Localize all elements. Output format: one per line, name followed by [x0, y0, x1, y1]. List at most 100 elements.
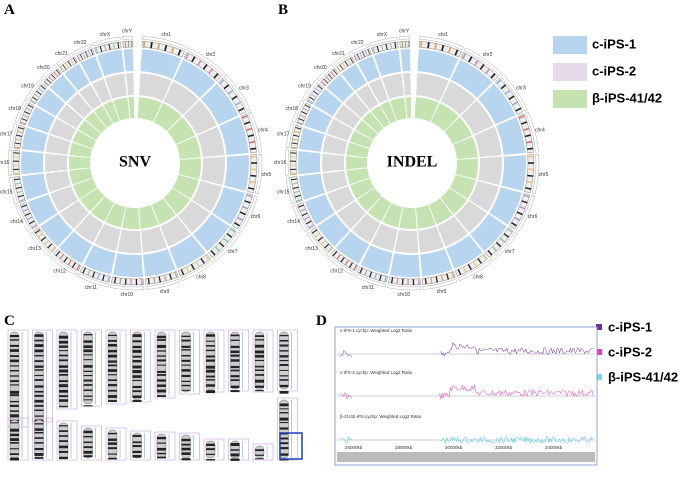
band — [62, 64, 67, 70]
chromosome-frame — [105, 329, 127, 405]
band — [290, 160, 297, 162]
band — [157, 370, 166, 373]
ring-segment — [224, 155, 250, 191]
band — [305, 220, 312, 225]
band — [83, 359, 93, 361]
chromosome-frame — [105, 427, 127, 461]
ring-segment — [440, 188, 467, 215]
ideogram — [43, 68, 62, 87]
band — [197, 59, 202, 66]
band — [53, 71, 59, 77]
legend-label: c-iPS-2 — [608, 344, 652, 359]
chromosome-label: chrY — [399, 29, 410, 35]
band — [206, 340, 215, 342]
legend: c-iPS-1 c-iPS-2 β-iPS-41/42 — [553, 36, 662, 108]
band — [10, 334, 19, 338]
band — [246, 194, 253, 198]
band — [523, 127, 530, 131]
ring-segment — [322, 135, 348, 155]
band — [34, 404, 44, 407]
band — [19, 121, 26, 125]
band — [304, 104, 311, 109]
band — [394, 42, 397, 49]
band — [507, 228, 513, 233]
ring-segment — [346, 142, 370, 158]
band — [10, 380, 19, 383]
band — [174, 271, 178, 278]
band — [181, 345, 191, 348]
ring-segment — [27, 106, 55, 133]
band — [31, 224, 38, 229]
band — [206, 365, 215, 369]
ring-segment — [317, 214, 350, 247]
band — [34, 229, 41, 234]
band — [435, 276, 439, 283]
band — [55, 250, 61, 257]
band — [181, 452, 191, 455]
ideogram — [76, 48, 95, 62]
band — [250, 155, 257, 158]
chromosome-label: chr22 — [74, 40, 87, 46]
band — [477, 258, 482, 264]
ring-segment — [145, 278, 181, 290]
ring-segment — [390, 97, 407, 121]
band — [16, 134, 23, 137]
band — [83, 395, 93, 397]
band — [255, 449, 264, 452]
band — [34, 349, 44, 353]
ring-segment — [69, 156, 91, 170]
legend-swatch — [553, 90, 587, 108]
band — [364, 50, 368, 57]
ring-segment — [91, 196, 115, 222]
band — [59, 369, 68, 373]
ring-segment — [94, 105, 113, 128]
band — [34, 399, 44, 403]
ring-segment — [457, 260, 491, 282]
band — [10, 359, 19, 363]
band — [17, 194, 24, 198]
ring-segment — [239, 195, 258, 232]
ring-segment — [69, 142, 93, 158]
ring-segment — [362, 111, 384, 134]
band — [34, 390, 44, 393]
band — [230, 339, 240, 341]
ring-segment — [298, 151, 321, 175]
band — [124, 278, 127, 285]
position-label: 30000kb — [445, 445, 463, 450]
ideogram — [353, 48, 372, 62]
band — [255, 454, 264, 456]
ring-segment — [369, 36, 398, 47]
panel-label: A — [4, 2, 15, 18]
ring-segment — [469, 180, 499, 212]
band — [34, 442, 44, 444]
band — [59, 425, 68, 427]
band — [34, 453, 44, 456]
chromosome-frame — [179, 329, 200, 395]
band — [83, 340, 93, 343]
band — [50, 74, 56, 79]
ring-segment — [389, 253, 421, 277]
band — [250, 162, 257, 164]
band — [279, 344, 289, 347]
legend-label: β-iPS-41/42 — [592, 90, 662, 105]
ring-segment — [173, 59, 216, 98]
band — [83, 365, 93, 368]
band — [255, 335, 264, 337]
band — [83, 354, 93, 356]
ring-segment — [200, 156, 226, 186]
band — [518, 115, 525, 119]
band — [230, 453, 240, 457]
band — [515, 107, 522, 112]
band — [10, 457, 19, 461]
band — [15, 138, 22, 141]
band — [293, 134, 300, 137]
ideogram — [122, 40, 134, 48]
band — [324, 243, 330, 249]
band — [24, 111, 31, 115]
chromosome-label: chr9 — [437, 289, 447, 295]
band — [332, 69, 338, 75]
band — [279, 390, 289, 394]
band — [158, 276, 162, 283]
panel-label: D — [316, 313, 327, 329]
ring-segment — [369, 78, 389, 104]
